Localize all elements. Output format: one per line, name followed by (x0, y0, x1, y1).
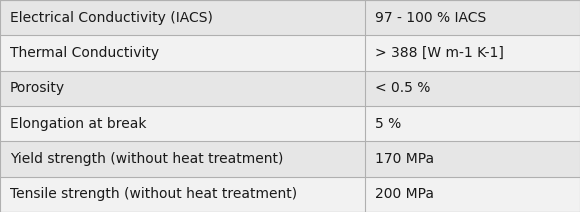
Text: Elongation at break: Elongation at break (10, 117, 147, 131)
Bar (0, 0, 365, 35)
Bar (0, 177, 365, 212)
Text: 5 %: 5 % (375, 117, 401, 131)
Text: 200 MPa: 200 MPa (375, 187, 434, 201)
Text: Thermal Conductivity: Thermal Conductivity (10, 46, 159, 60)
Bar (365, 106, 580, 141)
Text: Electrical Conductivity (IACS): Electrical Conductivity (IACS) (10, 11, 213, 25)
Bar (0, 71, 365, 106)
Bar (0, 141, 365, 177)
Bar (365, 141, 580, 177)
Text: 170 MPa: 170 MPa (375, 152, 434, 166)
Text: Porosity: Porosity (10, 81, 65, 95)
Text: Tensile strength (without heat treatment): Tensile strength (without heat treatment… (10, 187, 297, 201)
Bar (0, 35, 365, 71)
Text: < 0.5 %: < 0.5 % (375, 81, 430, 95)
Text: 97 - 100 % IACS: 97 - 100 % IACS (375, 11, 486, 25)
Bar (365, 71, 580, 106)
Bar (365, 35, 580, 71)
Bar (365, 177, 580, 212)
Bar (365, 0, 580, 35)
Text: > 388 [W m-1 K-1]: > 388 [W m-1 K-1] (375, 46, 504, 60)
Text: Yield strength (without heat treatment): Yield strength (without heat treatment) (10, 152, 284, 166)
Bar (0, 106, 365, 141)
